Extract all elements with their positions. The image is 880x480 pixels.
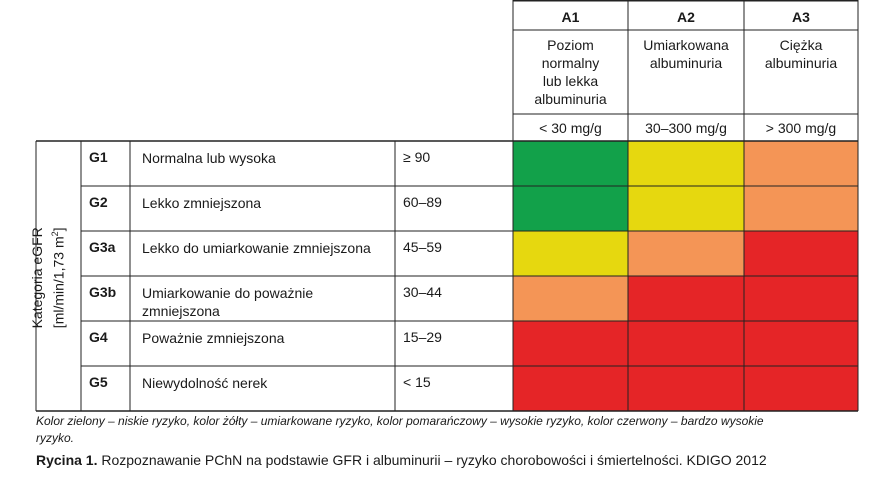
gfr-range-G2: 60–89 (403, 194, 442, 210)
gfr-range-G4: 15–29 (403, 329, 442, 345)
risk-cell-G2-A2 (628, 186, 744, 231)
albuminuria-range-A3: > 300 mg/g (765, 119, 837, 136)
egfr-label-line1: Kategoria eGFR (29, 227, 46, 329)
risk-cell-G2-A3 (744, 186, 858, 231)
risk-cell-G3a-A1 (513, 231, 628, 276)
risk-cell-G5-A2 (628, 366, 744, 411)
risk-cell-G3b-A1 (513, 276, 628, 321)
risk-cell-G4-A2 (628, 321, 744, 366)
gfr-code-G5: G5 (89, 374, 108, 390)
albuminuria-range-A1: < 30 mg/g (539, 119, 602, 136)
albuminuria-range-A2: 30–300 mg/g (645, 119, 727, 136)
albuminuria-code-A1: A1 (561, 8, 580, 25)
gfr-code-G4: G4 (89, 329, 108, 345)
caption-text: Rozpoznawanie PChN na podstawie GFR i al… (97, 452, 767, 468)
gfr-code-G3b: G3b (89, 284, 117, 300)
risk-cell-G4-A3 (744, 321, 858, 366)
figure-caption: Rycina 1. Rozpoznawanie PChN na podstawi… (36, 452, 876, 468)
risk-cell-G3a-A2 (628, 231, 744, 276)
albuminuria-code-A3: A3 (792, 8, 810, 25)
caption-label: Rycina 1. (36, 452, 98, 468)
gfr-code-G3a: G3a (89, 239, 116, 255)
risk-cell-G1-A2 (628, 141, 744, 186)
gfr-desc-G3b: Umiarkowanie do poważnie zmniejszona (142, 285, 314, 319)
albuminuria-code-A2: A2 (677, 8, 695, 25)
color-legend-note: Kolor zielony – niskie ryzyko, kolor żół… (36, 413, 866, 447)
risk-cell-G5-A3 (744, 366, 858, 411)
gfr-desc-G1: Normalna lub wysoka (142, 150, 276, 166)
note-line2: ryzyko. (36, 431, 75, 445)
risk-cell-G2-A1 (513, 186, 628, 231)
risk-cell-G4-A1 (513, 321, 628, 366)
risk-cell-G1-A3 (744, 141, 858, 186)
gfr-code-G1: G1 (89, 149, 108, 165)
gfr-range-G3a: 45–59 (403, 239, 442, 255)
albuminuria-desc-A3: Ciężka albuminuria (764, 37, 838, 71)
risk-cell-G1-A1 (513, 141, 628, 186)
gfr-desc-G2: Lekko zmniejszona (142, 195, 262, 211)
risk-cell-G5-A1 (513, 366, 628, 411)
note-line1: Kolor zielony – niskie ryzyko, kolor żół… (36, 414, 764, 428)
gfr-code-G2: G2 (89, 194, 108, 210)
gfr-range-G5: < 15 (403, 374, 431, 390)
gfr-desc-G3a: Lekko do umiarkowanie zmniejszona (142, 240, 371, 256)
risk-cell-G3b-A2 (628, 276, 744, 321)
egfr-category-label: Kategoria eGFR [ml/min/1,73 m2] (16, 143, 80, 413)
gfr-range-G1: ≥ 90 (403, 149, 431, 165)
albuminuria-desc-A2: Umiarkowana albuminuria (643, 37, 729, 71)
gfr-desc-G4: Poważnie zmniejszona (142, 330, 285, 346)
egfr-label-line2: [ml/min/1,73 m2] (50, 227, 67, 329)
gfr-desc-G5: Niewydolność nerek (142, 375, 268, 391)
albuminuria-desc-A1: Poziom normalny lub lekka albuminuria (534, 37, 607, 107)
risk-cell-G3b-A3 (744, 276, 858, 321)
gfr-range-G3b: 30–44 (403, 284, 442, 300)
risk-cell-G3a-A3 (744, 231, 858, 276)
